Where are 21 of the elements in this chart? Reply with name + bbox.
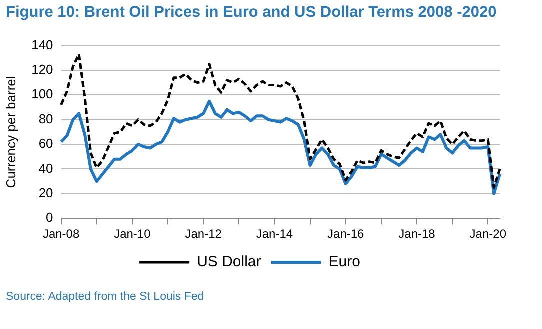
x-tick-label: Jan-08 <box>42 227 80 242</box>
y-tick-label: 60 <box>38 136 54 152</box>
x-tick-label: Jan-16 <box>328 227 365 242</box>
source-note: Source: Adapted from the St Louis Fed <box>6 291 204 303</box>
y-tick-label: 80 <box>38 111 54 126</box>
y-axis-title: Currency per barrel <box>3 76 18 188</box>
x-tick-label: Jan-10 <box>114 227 152 242</box>
legend-label: Euro <box>328 254 360 271</box>
line-series <box>60 53 502 189</box>
y-tick-label: 20 <box>38 185 54 200</box>
x-tick-label: Jan-12 <box>185 227 222 242</box>
legend-label: US Dollar <box>197 254 262 271</box>
x-tick-label: Jan-18 <box>398 227 436 242</box>
y-tick-label: 0 <box>46 210 54 226</box>
y-tick-label: 140 <box>32 37 54 52</box>
y-tick-label: 100 <box>32 86 54 102</box>
y-tick-label: 120 <box>32 62 54 78</box>
x-tick-label: Jan-14 <box>256 227 294 242</box>
y-tick-label: 40 <box>38 160 54 176</box>
x-tick-label: Jan-20 <box>470 227 507 242</box>
chart-title: Figure 10: Brent Oil Prices in Euro and US Dollar Terms 2008 -2020 <box>6 4 497 22</box>
